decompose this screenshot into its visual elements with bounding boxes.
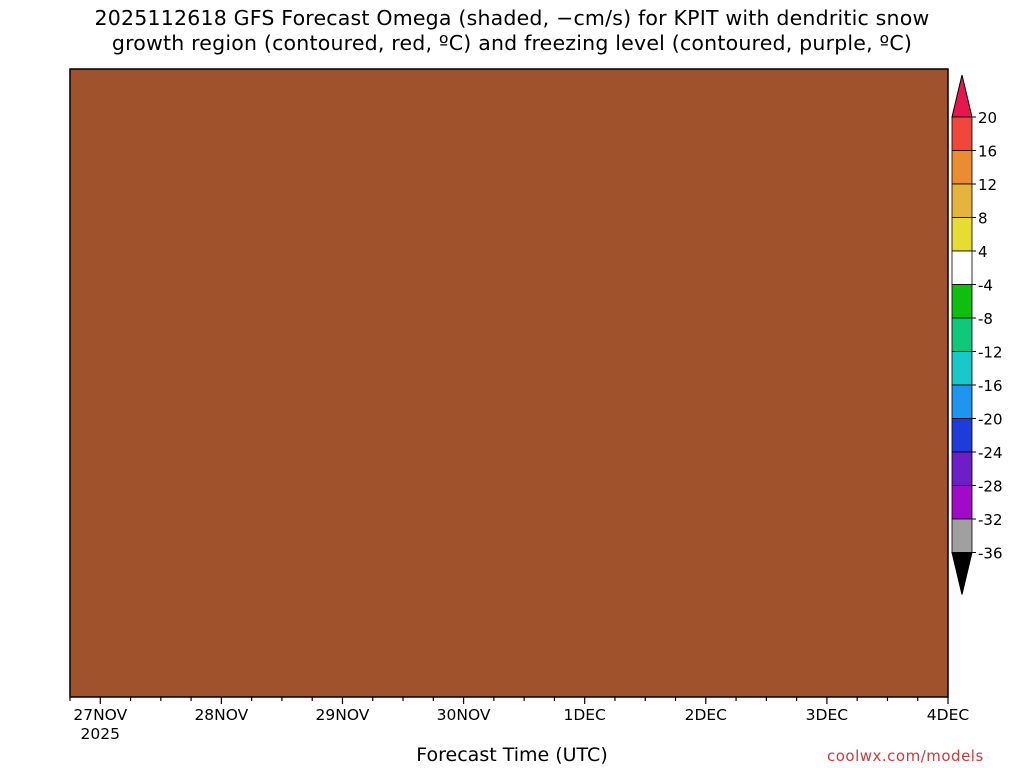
colorbar-label: -20 [978, 411, 1003, 429]
x-tick-label: 29NOV [316, 706, 370, 724]
colorbar-label: -8 [978, 310, 993, 328]
colorbar-top-arrow [951, 74, 973, 118]
ground-terrain [70, 69, 948, 697]
colorbar-bottom-arrow [951, 552, 973, 595]
colorbar-swatch [951, 451, 973, 486]
colorbar-swatch [951, 518, 973, 553]
x-tick-label: 4DEC [927, 706, 969, 724]
x-axis-title: Forecast Time (UTC) [416, 744, 608, 766]
colorbar-label: 8 [978, 210, 988, 228]
colorbar-swatch [951, 217, 973, 252]
colorbar-swatch [951, 284, 973, 319]
colorbar: 20 16 12 8 4 -4 -8 -12 -16 -20 -24 -28 -32 -36 [951, 74, 1003, 595]
x-axis: 27NOV 28NOV 29NOV 30NOV 1DEC 2DEC 3DEC 4DEC 2025 [69, 697, 969, 743]
x-tick-label: 30NOV [437, 706, 491, 724]
x-tick-label: 1DEC [563, 706, 605, 724]
colorbar-label: -24 [978, 444, 1003, 462]
x-year-label: 2025 [81, 725, 120, 743]
colorbar-label: -4 [978, 277, 993, 295]
terrain [70, 69, 948, 697]
colorbar-label: -28 [978, 478, 1003, 496]
colorbar-swatch [951, 183, 973, 218]
x-tick-label: 28NOV [194, 706, 248, 724]
colorbar-swatch [951, 150, 973, 185]
colorbar-label: 20 [978, 109, 997, 127]
colorbar-swatch [951, 384, 973, 419]
x-tick-label: 3DEC [806, 706, 848, 724]
colorbar-label: 4 [978, 243, 988, 261]
colorbar-label: 16 [978, 143, 997, 161]
colorbar-swatch [951, 250, 973, 285]
plot-frame [69, 68, 949, 698]
colorbar-swatch [951, 317, 973, 352]
colorbar-label: -12 [978, 344, 1003, 362]
chart-title-line2: growth region (contoured, red, ºC) and f… [111, 31, 913, 55]
source-credit[interactable]: coolwx.com/models [827, 747, 984, 765]
colorbar-swatch [951, 116, 973, 151]
colorbar-swatch [951, 418, 973, 453]
x-tick-label: 2DEC [685, 706, 727, 724]
colorbar-label: 12 [978, 176, 997, 194]
colorbar-label: -32 [978, 511, 1003, 529]
colorbar-swatch [951, 351, 973, 386]
x-tick-label: 27NOV [73, 706, 127, 724]
colorbar-label: -16 [978, 377, 1003, 395]
colorbar-label: -36 [978, 545, 1003, 563]
chart-title-line1: 2025112618 GFS Forecast Omega (shaded, −… [94, 6, 930, 30]
colorbar-swatch [951, 485, 973, 520]
